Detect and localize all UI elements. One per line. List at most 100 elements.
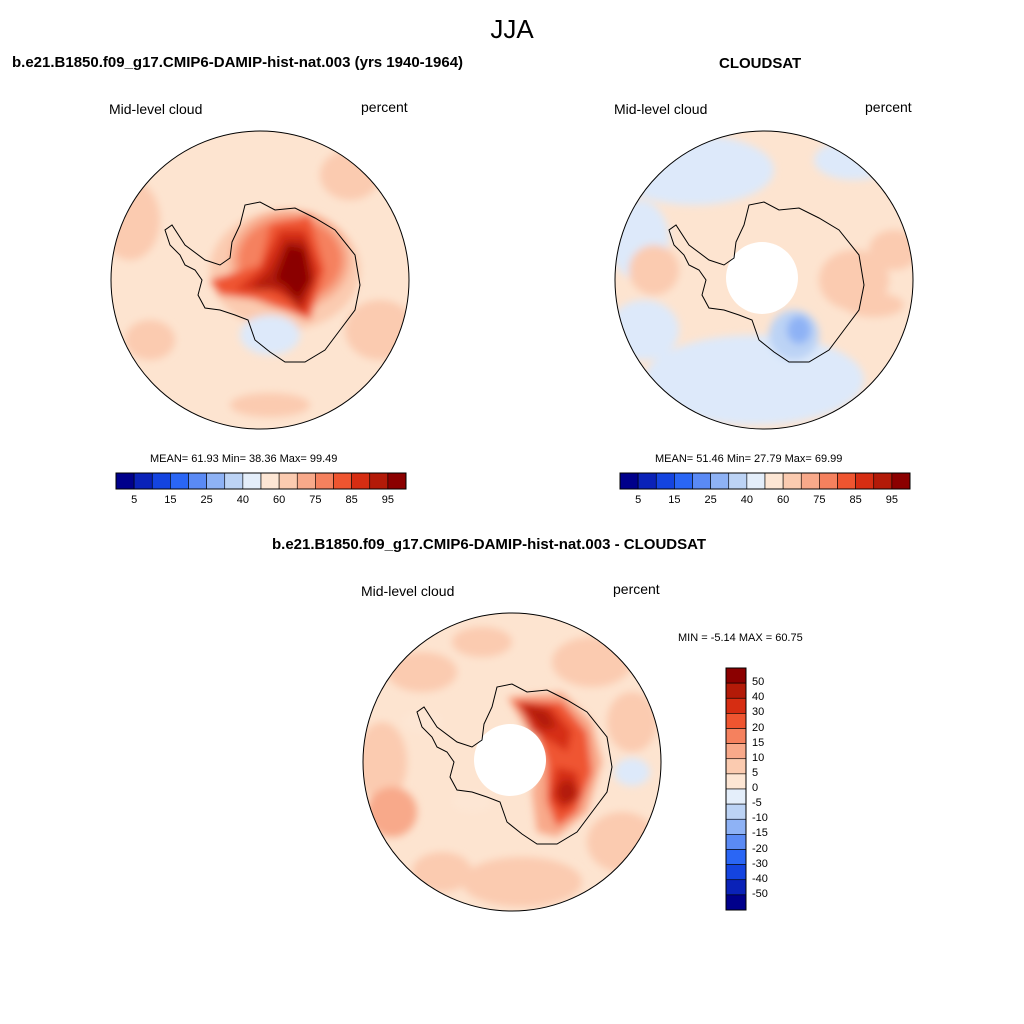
panel-2-variable-label: Mid-level cloud xyxy=(614,101,708,117)
colorbar-swatch xyxy=(819,472,838,490)
panel-3-colorbar xyxy=(725,667,747,911)
panel-1-variable-label: Mid-level cloud xyxy=(109,101,203,117)
colorbar-swatch xyxy=(725,818,747,835)
panel-2-units-label: percent xyxy=(865,99,912,115)
colorbar-swatch xyxy=(369,472,389,490)
colorbar-swatch xyxy=(115,472,135,490)
panel-3-no-data-hole xyxy=(474,724,546,796)
colorbar-swatch xyxy=(764,472,784,490)
colorbar-tick-label: 5 xyxy=(131,494,138,506)
panel-3-variable-label: Mid-level cloud xyxy=(361,583,455,599)
colorbar-tick-label: 75 xyxy=(813,494,826,506)
colorbar-tick-label: 5 xyxy=(752,766,759,779)
panel-1-units-label: percent xyxy=(361,99,408,115)
panel-2-colorbar-ticks: 5 15 25 40 60 75 85 95 xyxy=(620,494,910,510)
colorbar-tick-label: 40 xyxy=(740,494,753,506)
colorbar-tick-label: -10 xyxy=(752,812,768,825)
colorbar-swatch xyxy=(725,743,747,760)
colorbar-swatch xyxy=(891,472,911,490)
panel-3-antarctica-outline xyxy=(416,683,613,845)
colorbar-tick-label: 85 xyxy=(849,494,862,506)
colorbar-swatch xyxy=(692,472,711,490)
colorbar-tick-label: -5 xyxy=(752,797,762,810)
panel-1-stats: MEAN= 61.93 Min= 38.36 Max= 99.49 xyxy=(150,453,338,465)
colorbar-tick-label: -40 xyxy=(752,872,768,885)
colorbar-tick-label: 95 xyxy=(381,494,394,506)
colorbar-swatch xyxy=(260,472,280,490)
colorbar-swatch xyxy=(315,472,334,490)
panel-1-antarctica-outline xyxy=(164,201,361,363)
panel-3-title: b.e21.B1850.f09_g17.CMIP6-DAMIP-hist-nat… xyxy=(272,536,706,553)
colorbar-swatch xyxy=(333,472,352,490)
colorbar-swatch xyxy=(728,472,748,490)
colorbar-swatch xyxy=(619,472,639,490)
colorbar-tick-label: 25 xyxy=(200,494,213,506)
colorbar-swatch xyxy=(725,682,747,699)
colorbar-tick-label: -50 xyxy=(752,887,768,900)
colorbar-swatch xyxy=(800,472,820,490)
colorbar-tick-label: 10 xyxy=(752,751,765,764)
colorbar-swatch xyxy=(725,697,747,714)
colorbar-swatch xyxy=(188,472,207,490)
panel-2-map-border xyxy=(614,130,914,430)
colorbar-swatch xyxy=(133,472,153,490)
panel-1-polar-map xyxy=(110,130,410,430)
colorbar-swatch xyxy=(746,472,766,490)
panel-2-stats: MEAN= 51.46 Min= 27.79 Max= 69.99 xyxy=(655,453,843,465)
colorbar-tick-label: 50 xyxy=(752,676,765,689)
colorbar-swatch xyxy=(655,472,675,490)
colorbar-swatch xyxy=(387,472,407,490)
colorbar-tick-label: 0 xyxy=(752,782,759,794)
colorbar-swatch xyxy=(855,472,875,490)
colorbar-tick-label: 75 xyxy=(309,494,322,506)
colorbar-swatch xyxy=(674,472,693,490)
colorbar-swatch xyxy=(170,472,189,490)
colorbar-tick-label: 30 xyxy=(752,706,765,719)
colorbar-swatch xyxy=(278,472,298,490)
panel-1-map-border xyxy=(110,130,410,430)
colorbar-tick-label: 85 xyxy=(345,494,358,506)
colorbar-swatch xyxy=(725,713,747,729)
panel-3-polar-map xyxy=(362,612,662,912)
panel-2-no-data-hole xyxy=(726,242,798,314)
colorbar-tick-label: 60 xyxy=(273,494,286,506)
panel-2-colorbar xyxy=(619,472,911,490)
colorbar-tick-label: 25 xyxy=(704,494,717,506)
colorbar-swatch xyxy=(725,864,747,881)
colorbar-swatch xyxy=(637,472,657,490)
colorbar-swatch xyxy=(873,472,893,490)
panel-3-map-border xyxy=(362,612,662,912)
colorbar-tick-label: 40 xyxy=(752,691,765,704)
panel-1-colorbar xyxy=(115,472,407,490)
colorbar-swatch xyxy=(351,472,371,490)
colorbar-swatch xyxy=(151,472,171,490)
colorbar-swatch xyxy=(224,472,244,490)
colorbar-tick-label: 15 xyxy=(668,494,681,506)
colorbar-swatch xyxy=(725,803,747,820)
colorbar-swatch xyxy=(725,788,747,805)
colorbar-tick-label: 95 xyxy=(885,494,898,506)
panel-2-antarctica-outline xyxy=(668,201,865,363)
colorbar-swatch xyxy=(725,894,747,911)
panel-3-units-label: percent xyxy=(613,581,660,597)
colorbar-swatch xyxy=(242,472,262,490)
colorbar-swatch xyxy=(725,849,747,865)
colorbar-swatch xyxy=(725,879,747,896)
colorbar-tick-label: 40 xyxy=(236,494,249,506)
figure-title: JJA xyxy=(490,14,534,44)
panel-1-title: b.e21.B1850.f09_g17.CMIP6-DAMIP-hist-nat… xyxy=(12,54,464,71)
colorbar-swatch xyxy=(782,472,802,490)
colorbar-swatch xyxy=(710,472,730,490)
panel-3-colorbar-ticks: 50 40 30 20 15 10 5 0 -5 -10 -15 -20 -30 -40 -50 xyxy=(752,668,792,910)
colorbar-swatch xyxy=(206,472,226,490)
colorbar-tick-label: 15 xyxy=(164,494,177,506)
colorbar-swatch xyxy=(725,834,747,850)
colorbar-swatch xyxy=(296,472,316,490)
colorbar-tick-label: -15 xyxy=(752,827,768,840)
colorbar-tick-label: 5 xyxy=(635,494,642,506)
colorbar-tick-label: 60 xyxy=(777,494,790,506)
colorbar-tick-label: 15 xyxy=(752,736,765,749)
colorbar-tick-label: -30 xyxy=(752,857,768,870)
colorbar-swatch xyxy=(725,728,747,744)
colorbar-swatch xyxy=(725,773,747,790)
